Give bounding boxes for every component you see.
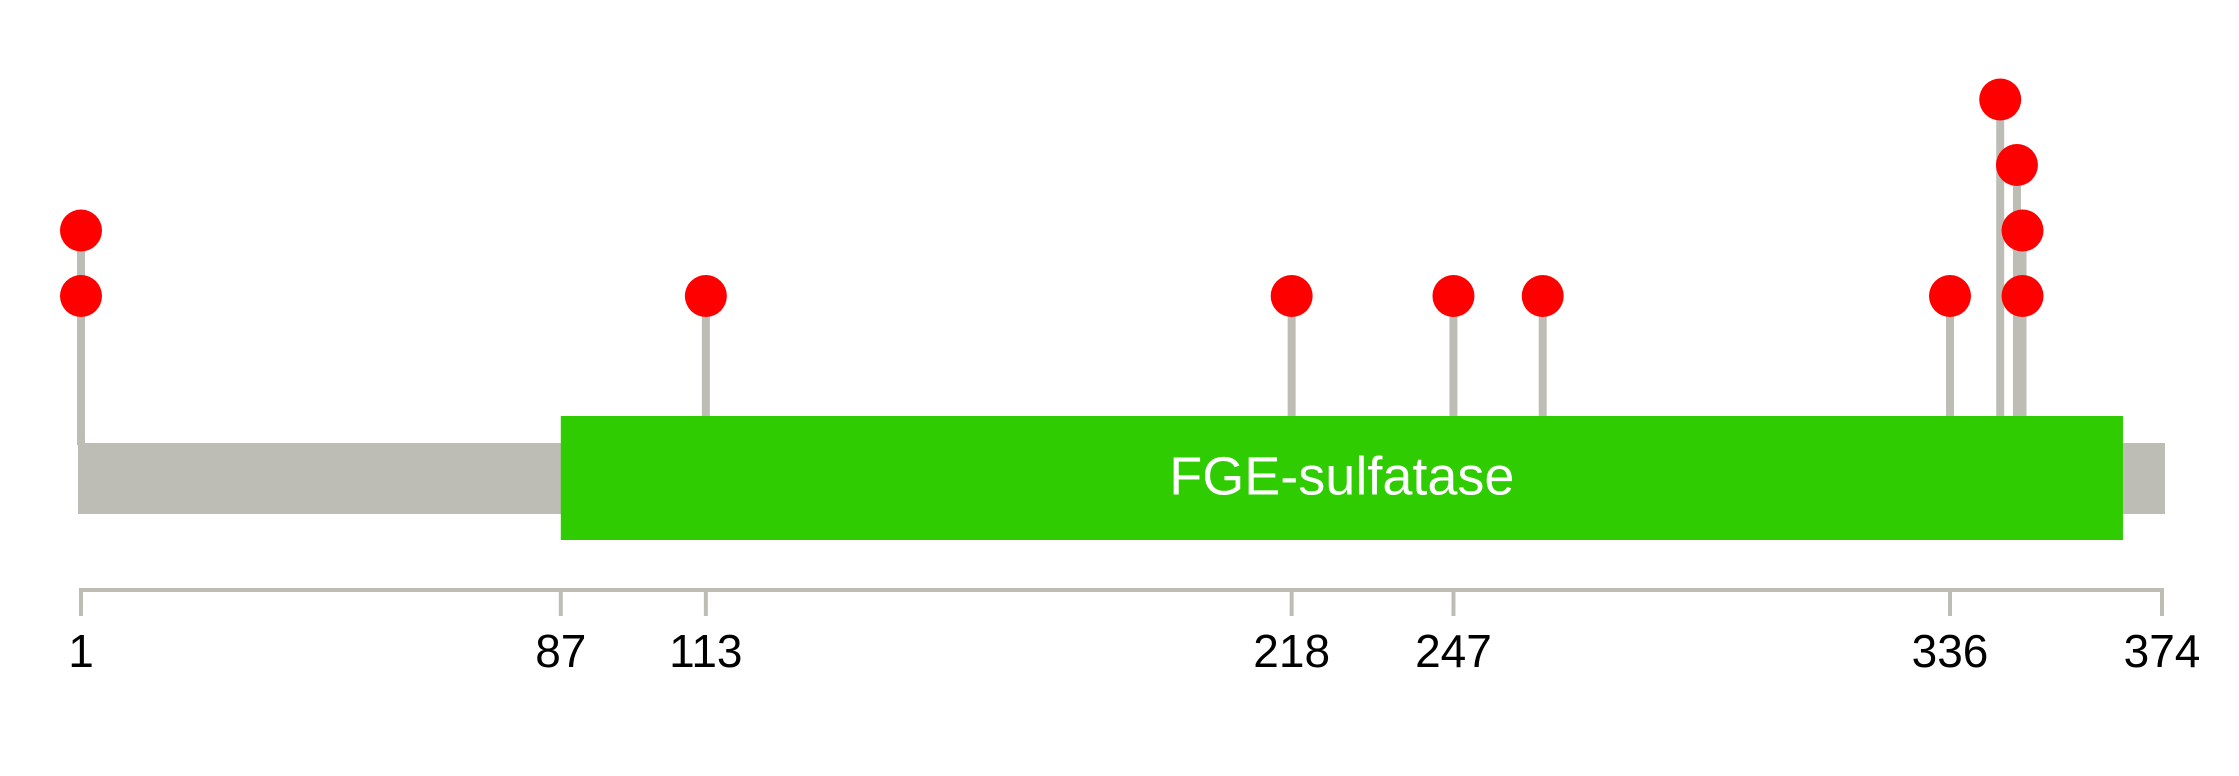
x-tick-label: 336 xyxy=(1912,625,1989,677)
mutation-dot xyxy=(60,209,102,252)
mutation-dot xyxy=(1995,144,2038,186)
mutation-dot xyxy=(2001,209,2044,252)
mutation-dot xyxy=(1432,275,1475,317)
mutation-dot xyxy=(1521,275,1564,317)
mutation-dot xyxy=(1928,275,1971,317)
x-tick-label: 247 xyxy=(1415,625,1492,677)
domain-label: FGE-sulfatase xyxy=(1169,446,1514,506)
mutation-dot xyxy=(1979,78,2022,121)
mutation-dot xyxy=(60,275,102,317)
x-tick-label: 113 xyxy=(669,625,742,677)
domain xyxy=(560,416,2123,540)
x-tick-label: 374 xyxy=(2124,625,2201,677)
x-tick-label: 1 xyxy=(68,625,94,677)
x-tick-label: 87 xyxy=(535,625,586,677)
mutation-dot xyxy=(684,275,727,317)
mutation-dot xyxy=(1270,275,1313,317)
x-tick-label: 218 xyxy=(1253,625,1330,677)
mutation-dot xyxy=(2001,275,2044,317)
